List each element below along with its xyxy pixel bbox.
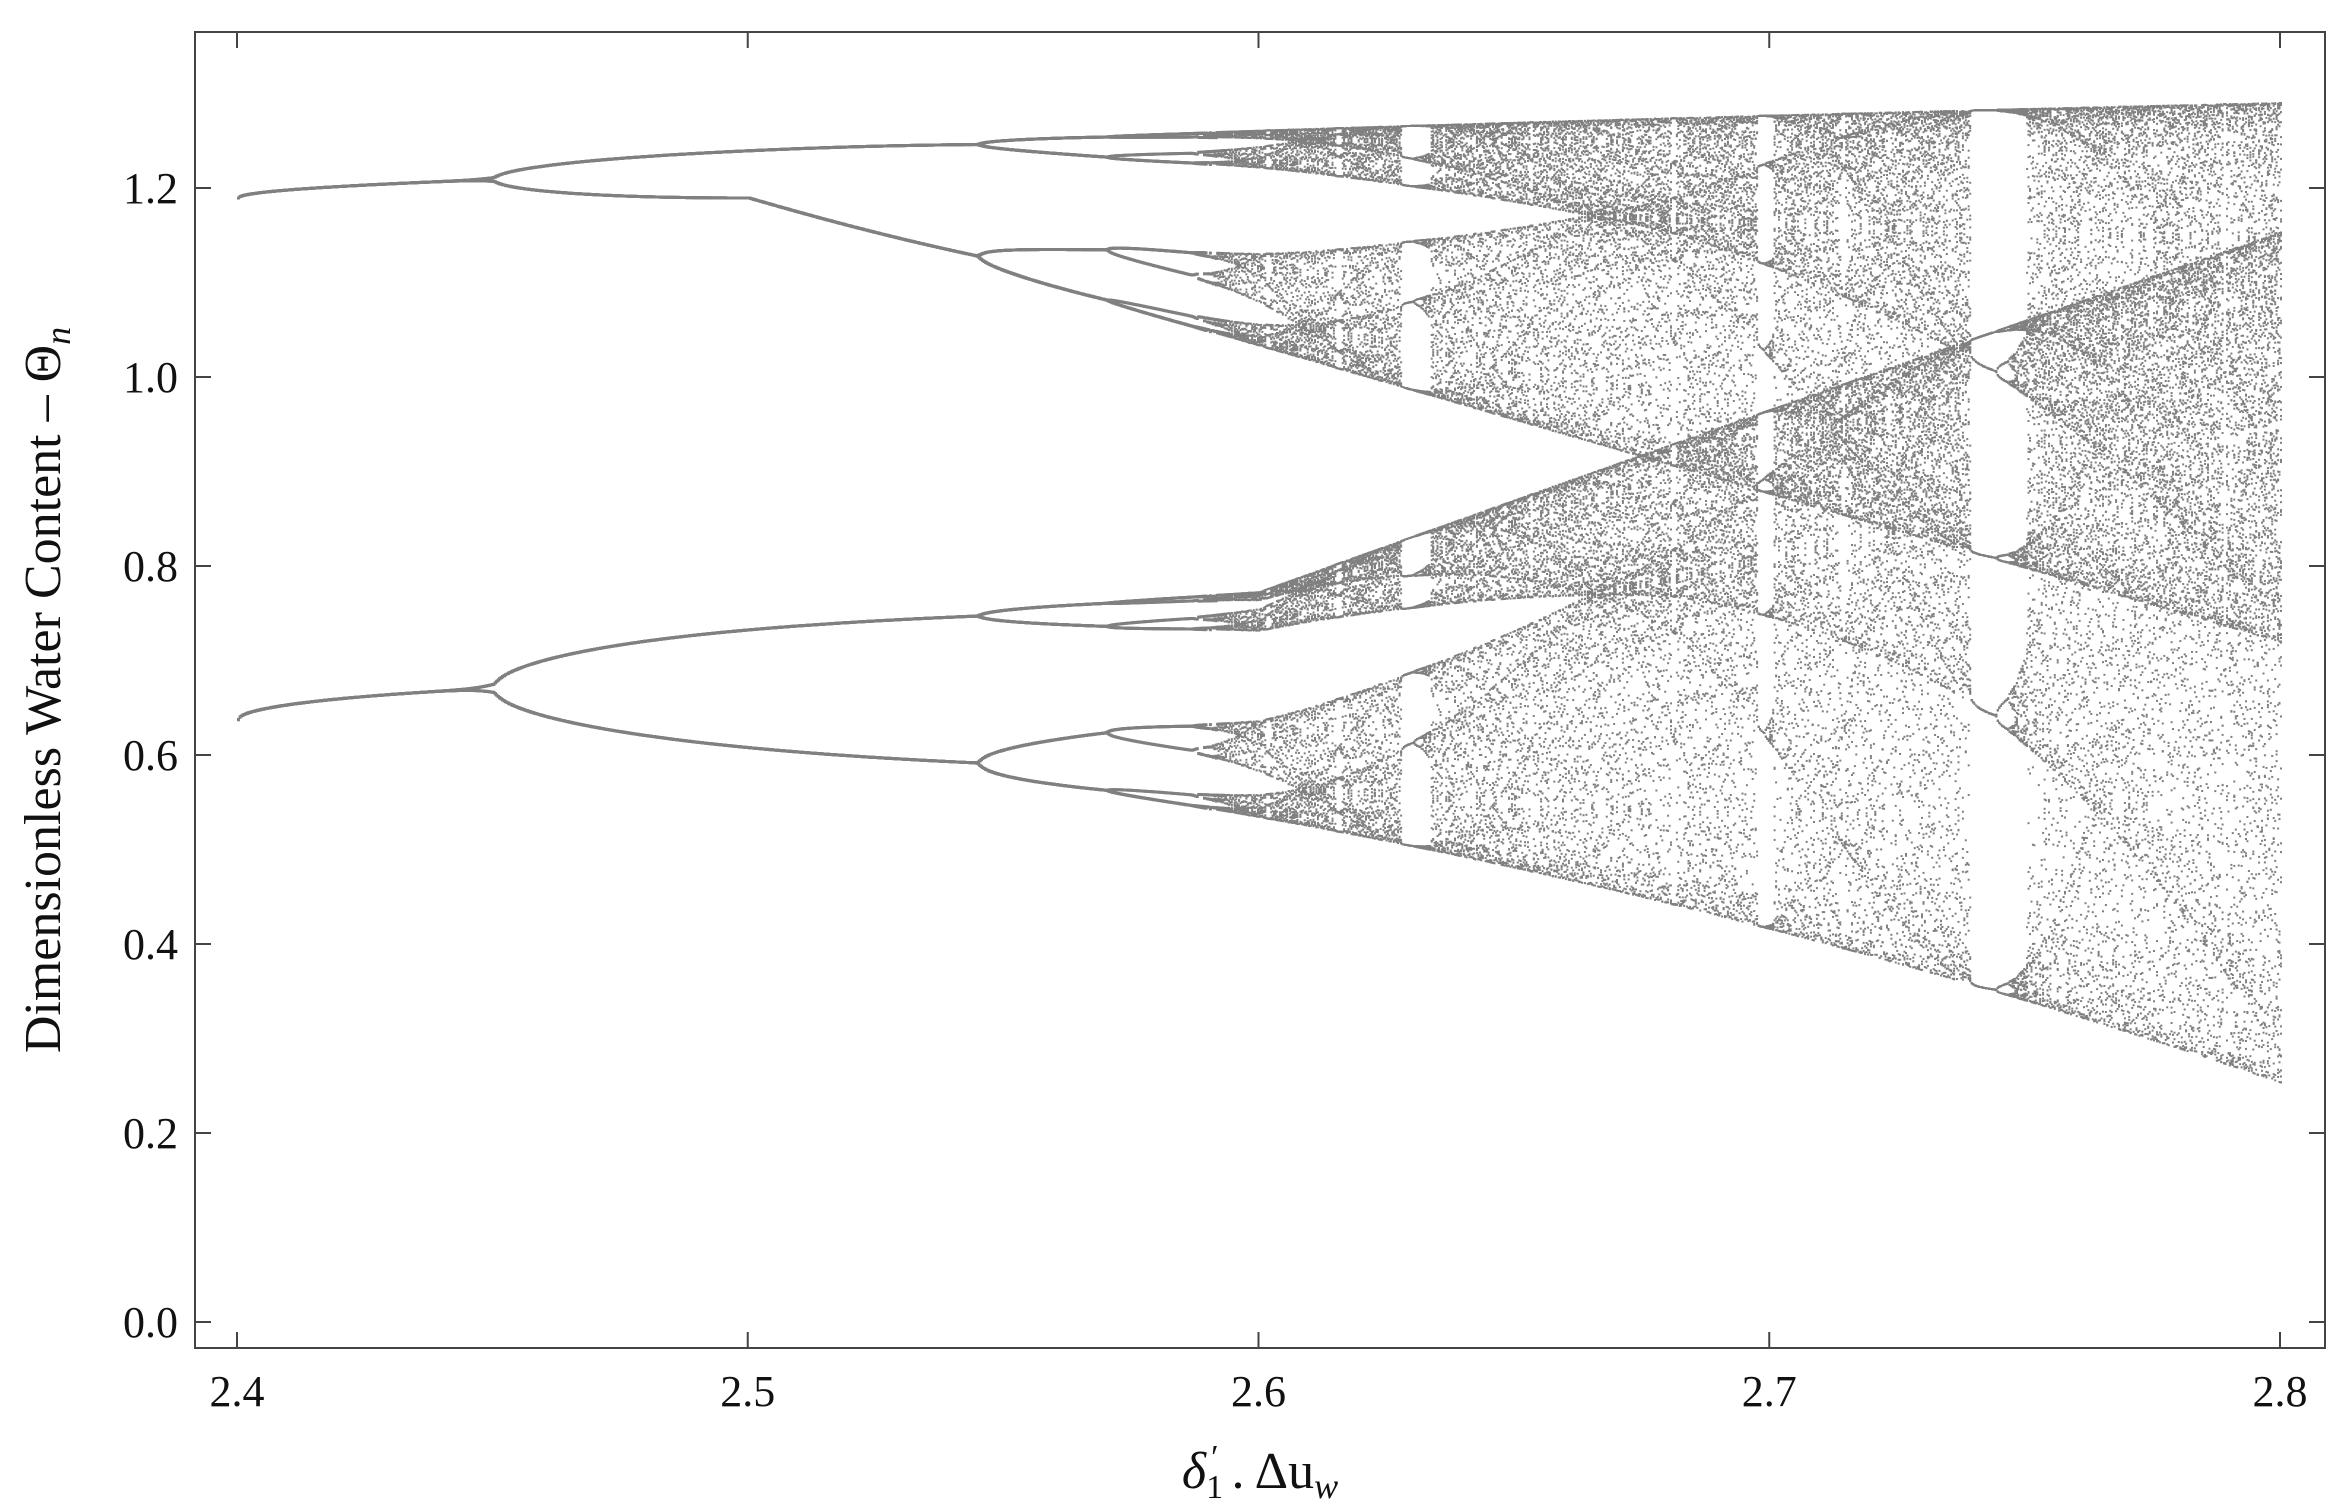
data-points xyxy=(237,102,2282,1083)
